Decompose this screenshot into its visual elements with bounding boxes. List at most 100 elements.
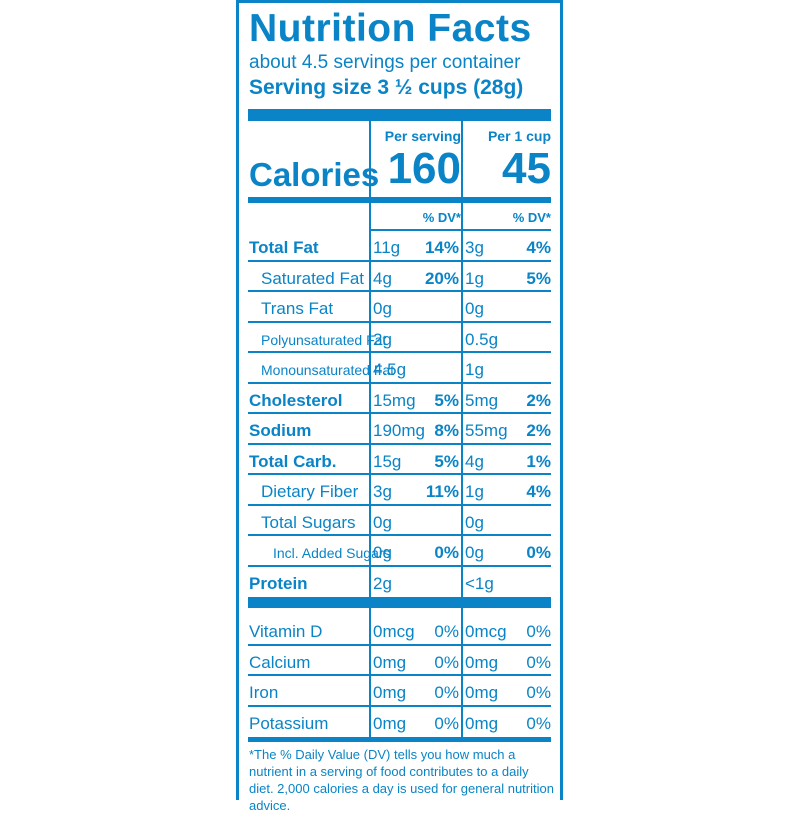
sodium-row-divider xyxy=(248,442,551,445)
cholesterol-dv-per-serving: 5% xyxy=(434,390,459,410)
cholesterol-amount-per-cup: 5mg xyxy=(465,390,499,410)
vitamin-d-amount-per-cup: 0mcg xyxy=(465,622,507,641)
dv-header-divider xyxy=(369,229,551,231)
monounsaturated-fat-row-divider xyxy=(248,381,551,384)
column-divider-1-top xyxy=(369,121,371,197)
monounsaturated-fat-label: Monounsaturated Fat xyxy=(261,362,395,378)
calcium-dv-per-cup: 0% xyxy=(526,652,551,672)
incl-added-sugars-amount-per-cup: 0g xyxy=(465,543,484,562)
protein-amount-per-serving: 2g xyxy=(373,573,392,593)
trans-fat-amount-per-serving: 0g xyxy=(373,299,392,318)
saturated-fat-amount-per-serving: 4g xyxy=(373,268,392,288)
cholesterol-row-divider xyxy=(248,412,551,414)
total-fat-label: Total Fat xyxy=(249,238,319,257)
protein-amount-per-cup: <1g xyxy=(465,573,494,593)
cholesterol-dv-per-cup: 2% xyxy=(526,390,551,410)
dietary-fiber-row-divider xyxy=(248,503,551,506)
cholesterol-label: Cholesterol xyxy=(249,390,343,410)
vitamin-d-amount-per-serving: 0mcg xyxy=(373,622,415,641)
polyunsaturated-fat-label: Polyunsaturated Fat xyxy=(261,331,387,348)
saturated-fat-amount-per-cup: 1g xyxy=(465,268,484,288)
dietary-fiber-amount-per-cup: 1g xyxy=(465,482,484,501)
calories-per-serving: 160 xyxy=(387,144,461,193)
total-carb-label: Total Carb. xyxy=(249,451,337,471)
column-divider-1-bottom xyxy=(369,608,371,737)
dietary-fiber-dv-per-serving: 11% xyxy=(425,482,459,501)
sodium-amount-per-serving: 190mg xyxy=(373,421,425,440)
column-divider-1-mid xyxy=(369,203,371,597)
incl-added-sugars-row-divider xyxy=(248,564,551,567)
potassium-amount-per-serving: 0mg xyxy=(373,713,407,733)
calories-divider xyxy=(248,197,551,203)
saturated-fat-row-divider xyxy=(248,290,551,292)
sodium-dv-per-cup: 2% xyxy=(526,421,551,440)
total-carb-row-divider xyxy=(248,473,551,475)
total-sugars-amount-per-serving: 0g xyxy=(373,512,392,532)
dietary-fiber-label: Dietary Fiber xyxy=(261,482,359,501)
daily-value-footnote: *The % Daily Value (DV) tells you how mu… xyxy=(249,747,554,813)
calcium-amount-per-serving: 0mg xyxy=(373,652,407,672)
calories-label: Calories xyxy=(249,156,380,193)
polyunsaturated-fat-amount-per-serving: 2g xyxy=(373,329,392,349)
potassium-dv-per-serving: 0% xyxy=(434,713,459,733)
trans-fat-label: Trans Fat xyxy=(261,299,334,318)
vitamin-d-row-divider xyxy=(248,643,551,646)
iron-row-divider xyxy=(248,704,551,707)
column-divider-2-mid xyxy=(461,203,463,597)
trans-fat-amount-per-cup: 0g xyxy=(465,299,484,318)
incl-added-sugars-dv-per-serving: 0% xyxy=(434,543,459,562)
column-divider-2-top xyxy=(461,121,463,197)
vitamin-d-dv-per-serving: 0% xyxy=(434,622,459,641)
total-carb-dv-per-serving: 5% xyxy=(434,451,459,471)
total-carb-dv-per-cup: 1% xyxy=(526,451,551,471)
dv-header-per-cup: % DV* xyxy=(512,210,551,225)
total-carb-amount-per-cup: 4g xyxy=(465,451,484,471)
potassium-label: Potassium xyxy=(249,713,329,733)
thick-divider-top xyxy=(248,109,551,121)
total-fat-amount-per-serving: 11g xyxy=(373,238,401,257)
calcium-row-divider xyxy=(248,674,551,676)
saturated-fat-label: Saturated Fat xyxy=(261,268,365,288)
iron-dv-per-cup: 0% xyxy=(526,683,551,702)
monounsaturated-fat-amount-per-serving: 4.5g xyxy=(373,360,407,379)
sodium-label: Sodium xyxy=(249,421,312,440)
cholesterol-amount-per-serving: 15mg xyxy=(373,390,416,410)
polyunsaturated-fat-row-divider xyxy=(248,351,551,353)
vitamin-d-dv-per-cup: 0% xyxy=(526,622,551,641)
dv-header-per-serving: % DV* xyxy=(422,210,461,225)
polyunsaturated-fat-amount-per-cup: 0.5g xyxy=(465,329,499,349)
total-fat-row-divider xyxy=(248,259,551,262)
sodium-amount-per-cup: 55mg xyxy=(465,421,508,440)
protein-label: Protein xyxy=(249,573,308,593)
total-carb-amount-per-serving: 15g xyxy=(373,451,402,471)
sodium-dv-per-serving: 8% xyxy=(434,421,459,440)
monounsaturated-fat-amount-per-cup: 1g xyxy=(465,360,484,379)
incl-added-sugars-label: Incl. Added Sugars xyxy=(273,545,391,561)
column-divider-2-bottom xyxy=(461,608,463,737)
iron-label: Iron xyxy=(249,683,279,702)
potassium-dv-per-cup: 0% xyxy=(526,713,551,733)
total-fat-dv-per-serving: 14% xyxy=(424,238,459,257)
nutrition-facts-label: Nutrition Facts about 4.5 servings per c… xyxy=(236,0,563,813)
incl-added-sugars-dv-per-cup: 0% xyxy=(526,543,551,562)
iron-amount-per-cup: 0mg xyxy=(465,683,499,702)
calcium-dv-per-serving: 0% xyxy=(434,652,459,672)
saturated-fat-dv-per-serving: 20% xyxy=(424,268,459,288)
vitamin-d-label: Vitamin D xyxy=(249,622,323,641)
servings-per-container: about 4.5 servings per container xyxy=(249,52,521,73)
serving-size: Serving size 3 ½ cups (28g) xyxy=(249,76,524,99)
calcium-label: Calcium xyxy=(249,652,311,672)
column-header-per-cup: Per 1 cup xyxy=(487,128,551,144)
total-sugars-amount-per-cup: 0g xyxy=(465,512,484,532)
total-fat-amount-per-cup: 3g xyxy=(465,238,484,257)
iron-dv-per-serving: 0% xyxy=(434,683,459,702)
calories-per-cup: 45 xyxy=(502,144,551,193)
dietary-fiber-dv-per-cup: 4% xyxy=(526,482,551,501)
column-header-per-serving: Per serving xyxy=(384,128,461,144)
dietary-fiber-amount-per-serving: 3g xyxy=(373,482,392,501)
incl-added-sugars-amount-per-serving: 0g xyxy=(373,543,392,562)
total-sugars-row-divider xyxy=(248,534,551,536)
total-sugars-label: Total Sugars xyxy=(261,512,356,532)
trans-fat-row-divider xyxy=(248,320,551,323)
label-title: Nutrition Facts xyxy=(249,7,532,50)
